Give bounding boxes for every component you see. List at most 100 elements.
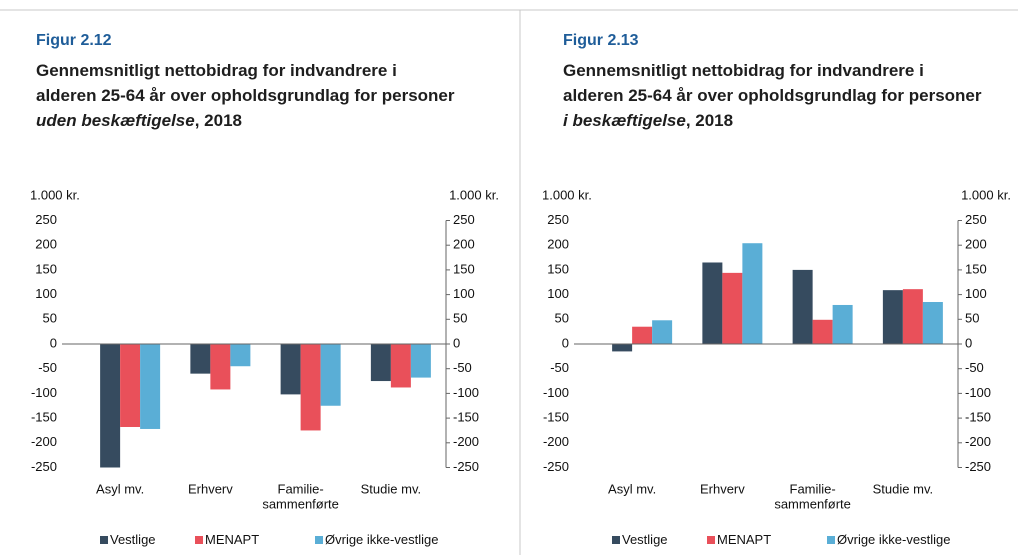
y-tick-label: 250 <box>547 212 569 227</box>
legend-label: Vestlige <box>622 532 668 547</box>
x-tick-label: Studie mv. <box>873 481 933 496</box>
bar <box>902 289 923 344</box>
legend-label: MENAPT <box>205 532 259 547</box>
bar <box>370 344 391 382</box>
y2-tick-label: -50 <box>965 360 984 375</box>
legend-label: Øvrige ikke-vestlige <box>325 532 438 547</box>
y2-tick-label: 0 <box>453 335 460 350</box>
bar <box>300 344 321 431</box>
y2-tick-label: -250 <box>965 459 991 474</box>
title-part: i beskæftigelse <box>563 111 686 130</box>
y-tick-label: -200 <box>31 434 57 449</box>
bar <box>812 319 833 344</box>
y2-tick-label: 50 <box>965 311 979 326</box>
bar <box>210 344 231 390</box>
bar <box>100 344 121 468</box>
y-tick-label: 100 <box>547 286 569 301</box>
title-part: Gennemsnitligt nettobidrag for indvandre… <box>563 61 982 105</box>
bar <box>632 326 653 344</box>
y-tick-label: 50 <box>43 311 57 326</box>
bar <box>742 243 763 344</box>
bar <box>120 344 141 427</box>
y2-tick-label: -200 <box>965 434 991 449</box>
legend-label: Øvrige ikke-vestlige <box>837 532 950 547</box>
y-tick-label: -100 <box>543 385 569 400</box>
legend-swatch <box>707 536 715 544</box>
x-tick-label: sammenførte <box>262 496 339 511</box>
y2-tick-label: -250 <box>453 459 479 474</box>
figure-label: Figur 2.12 <box>36 32 112 49</box>
bar <box>832 304 853 344</box>
y-tick-label: -250 <box>543 459 569 474</box>
bar <box>140 344 161 429</box>
bar <box>652 320 673 344</box>
y-axis-label: 1.000 kr. <box>542 187 592 202</box>
figure-label: Figur 2.13 <box>563 32 639 49</box>
legend-label: Vestlige <box>110 532 156 547</box>
y-tick-label: 200 <box>547 237 569 252</box>
x-tick-label: sammenførte <box>774 496 851 511</box>
bar <box>722 272 743 344</box>
legend-swatch <box>612 536 620 544</box>
title-part: , 2018 <box>685 111 734 130</box>
y2-tick-label: -100 <box>453 385 479 400</box>
y-tick-label: -200 <box>543 434 569 449</box>
bar <box>390 344 411 388</box>
y-tick-label: 100 <box>35 286 57 301</box>
y-tick-label: -50 <box>550 360 569 375</box>
y2-tick-label: 150 <box>453 261 475 276</box>
y2-tick-label: 250 <box>965 212 987 227</box>
bar <box>922 302 943 344</box>
bar <box>702 262 723 344</box>
bar <box>792 269 813 344</box>
bar <box>190 344 211 374</box>
y-axis-label: 1.000 kr. <box>30 187 80 202</box>
y2-tick-label: 200 <box>965 237 987 252</box>
x-tick-label: Erhverv <box>188 481 233 496</box>
y2-tick-label: 0 <box>965 335 972 350</box>
y-tick-label: 50 <box>555 311 569 326</box>
y2-tick-label: -150 <box>453 410 479 425</box>
y-tick-label: 0 <box>562 335 569 350</box>
legend-swatch <box>827 536 835 544</box>
y-tick-label: -250 <box>31 459 57 474</box>
y-tick-label: -100 <box>31 385 57 400</box>
legend-swatch <box>315 536 323 544</box>
y-tick-label: -150 <box>31 410 57 425</box>
y-tick-label: -150 <box>543 410 569 425</box>
y2-tick-label: -100 <box>965 385 991 400</box>
y-tick-label: 250 <box>35 212 57 227</box>
title-part: Gennemsnitligt nettobidrag for indvandre… <box>36 61 455 105</box>
y-tick-label: -50 <box>38 360 57 375</box>
chart-title: Gennemsnitligt nettobidrag for indvandre… <box>563 58 983 133</box>
y-tick-label: 150 <box>35 261 57 276</box>
chart-title: Gennemsnitligt nettobidrag for indvandre… <box>36 58 456 133</box>
bar <box>410 344 431 378</box>
x-tick-label: Studie mv. <box>361 481 421 496</box>
bar <box>612 344 633 352</box>
bar <box>882 290 903 344</box>
y2-tick-label: 100 <box>453 286 475 301</box>
legend-swatch <box>100 536 108 544</box>
y2-axis-label: 1.000 kr. <box>449 187 499 202</box>
x-tick-label: Asyl mv. <box>96 481 144 496</box>
x-tick-label: Familie- <box>790 481 836 496</box>
y2-tick-label: 50 <box>453 311 467 326</box>
legend-label: MENAPT <box>717 532 771 547</box>
y2-tick-label: -200 <box>453 434 479 449</box>
y-tick-label: 200 <box>35 237 57 252</box>
y2-tick-label: 250 <box>453 212 475 227</box>
x-tick-label: Erhverv <box>700 481 745 496</box>
y-tick-label: 0 <box>50 335 57 350</box>
bar <box>230 344 251 367</box>
bar <box>320 344 341 406</box>
title-part: , 2018 <box>194 111 242 130</box>
y2-axis-label: 1.000 kr. <box>961 187 1011 202</box>
title-part: uden beskæftigelse <box>36 111 195 130</box>
y2-tick-label: 150 <box>965 261 987 276</box>
y2-tick-label: -150 <box>965 410 991 425</box>
y2-tick-label: 100 <box>965 286 987 301</box>
y2-tick-label: 200 <box>453 237 475 252</box>
